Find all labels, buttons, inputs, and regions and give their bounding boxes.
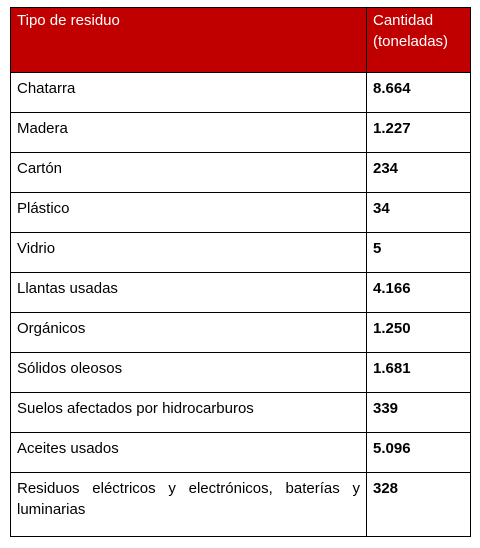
quantity-cell: 234 [366, 152, 471, 193]
waste-type-cell: Vidrio [10, 232, 367, 273]
quantity-cell: 339 [366, 392, 471, 433]
header-waste-type: Tipo de residuo [10, 7, 367, 73]
table-row: Vidrio 5 [10, 232, 471, 273]
quantity-cell: 1.250 [366, 312, 471, 353]
waste-type-cell: Cartón [10, 152, 367, 193]
table-row: Residuos eléctricos y electrónicos, bate… [10, 472, 471, 537]
quantity-cell: 5.096 [366, 432, 471, 473]
table-row: Cartón 234 [10, 152, 471, 193]
quantity-cell: 8.664 [366, 72, 471, 113]
quantity-cell: 34 [366, 192, 471, 233]
waste-type-cell: Sólidos oleosos [10, 352, 367, 393]
quantity-cell: 1.227 [366, 112, 471, 153]
quantity-cell: 4.166 [366, 272, 471, 313]
table-header-row: Tipo de residuo Cantidad (toneladas) [10, 7, 471, 73]
waste-type-cell: Madera [10, 112, 367, 153]
waste-type-cell: Aceites usados [10, 432, 367, 473]
waste-type-cell: Residuos eléctricos y electrónicos, bate… [10, 472, 367, 537]
waste-type-cell: Orgánicos [10, 312, 367, 353]
header-quantity: Cantidad (toneladas) [366, 7, 471, 73]
table-row: Plástico 34 [10, 192, 471, 233]
table-row: Madera 1.227 [10, 112, 471, 153]
table-row: Suelos afectados por hidrocarburos 339 [10, 392, 471, 433]
waste-type-cell: Llantas usadas [10, 272, 367, 313]
table-row: Llantas usadas 4.166 [10, 272, 471, 313]
table-row: Sólidos oleosos 1.681 [10, 352, 471, 393]
waste-type-cell: Suelos afectados por hidrocarburos [10, 392, 367, 433]
waste-type-cell: Chatarra [10, 72, 367, 113]
table-row: Orgánicos 1.250 [10, 312, 471, 353]
waste-table: Tipo de residuo Cantidad (toneladas) Cha… [10, 7, 471, 537]
quantity-cell: 5 [366, 232, 471, 273]
table-row: Chatarra 8.664 [10, 72, 471, 113]
quantity-cell: 328 [366, 472, 471, 537]
waste-type-cell: Plástico [10, 192, 367, 233]
table-row: Aceites usados 5.096 [10, 432, 471, 473]
quantity-cell: 1.681 [366, 352, 471, 393]
